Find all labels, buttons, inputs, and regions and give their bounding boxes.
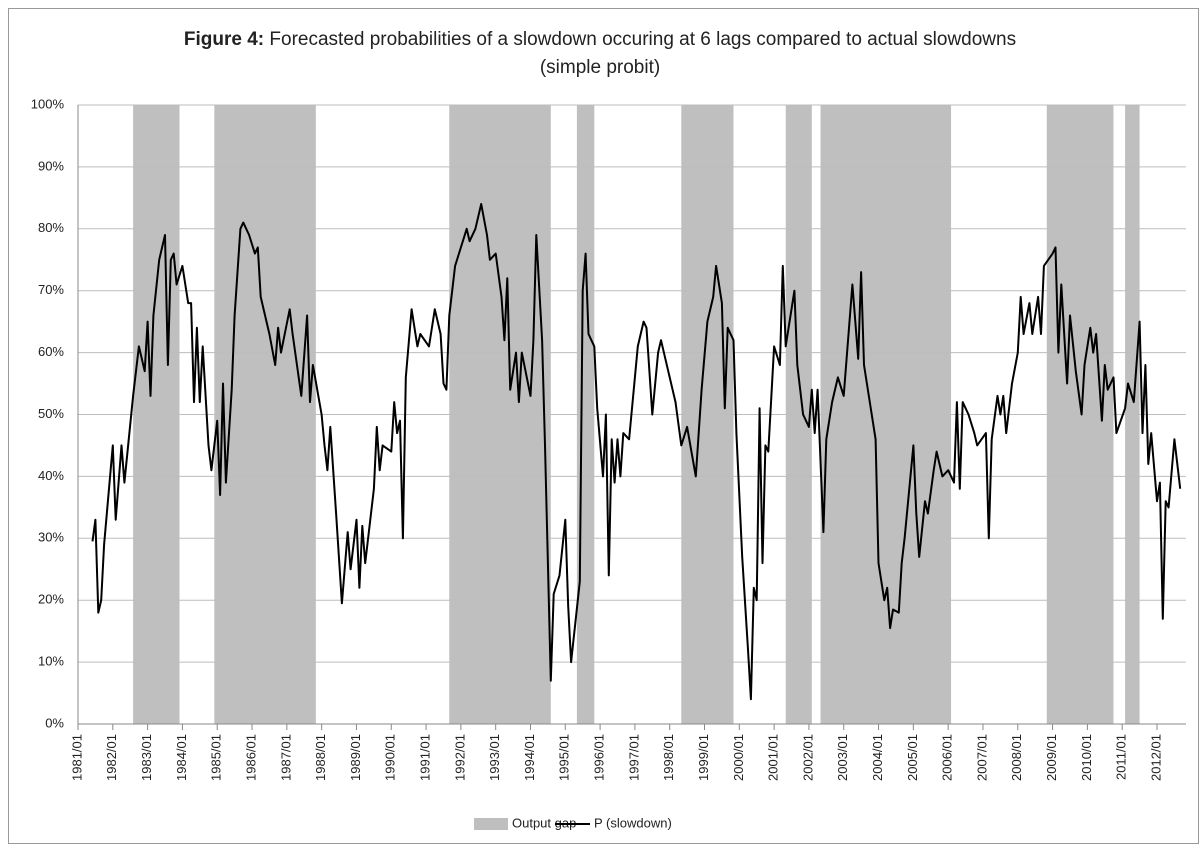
x-tick-label: 2008/01	[1009, 734, 1024, 781]
x-tick-label: 1985/01	[209, 734, 224, 781]
x-tick-label: 2011/01	[1114, 734, 1129, 780]
legend-label: Output gap	[512, 815, 576, 830]
chart-title: Figure 4: Forecasted probabilities of a …	[160, 26, 1040, 82]
y-tick-label: 10%	[38, 654, 64, 669]
x-tick-label: 1989/01	[348, 734, 363, 781]
x-tick-label: 1986/01	[243, 734, 258, 781]
x-tick-label: 2012/01	[1148, 734, 1163, 781]
x-tick-label: 1997/01	[626, 734, 641, 781]
legend-label: P (slowdown)	[594, 815, 672, 830]
x-tick-label: 2004/01	[870, 734, 885, 781]
y-tick-label: 100%	[31, 96, 65, 111]
y-tick-label: 0%	[45, 715, 64, 730]
y-tick-label: 20%	[38, 592, 64, 607]
x-tick-label: 1996/01	[592, 734, 607, 781]
x-tick-label: 1987/01	[278, 734, 293, 781]
y-tick-label: 50%	[38, 406, 64, 421]
x-tick-label: 1983/01	[139, 734, 154, 781]
x-tick-label: 2000/01	[731, 734, 746, 781]
title-text: Forecasted probabilities of a slowdown o…	[269, 29, 1017, 78]
y-tick-label: 70%	[38, 282, 64, 297]
x-tick-label: 1994/01	[522, 734, 537, 781]
x-tick-label: 2009/01	[1044, 734, 1059, 781]
x-tick-label: 1992/01	[452, 734, 467, 781]
x-tick-label: 2003/01	[835, 734, 850, 781]
x-tick-label: 1988/01	[313, 734, 328, 781]
y-tick-label: 40%	[38, 468, 64, 483]
x-tick-label: 1991/01	[418, 734, 433, 781]
x-tick-label: 1995/01	[557, 734, 572, 781]
chart-frame	[8, 8, 1199, 844]
y-tick-label: 80%	[38, 220, 64, 235]
x-tick-label: 2002/01	[800, 734, 815, 781]
x-tick-label: 2005/01	[905, 734, 920, 781]
x-tick-label: 1993/01	[487, 734, 502, 781]
x-tick-label: 1998/01	[661, 734, 676, 781]
y-tick-label: 60%	[38, 344, 64, 359]
x-tick-label: 1990/01	[383, 734, 398, 781]
x-tick-label: 2010/01	[1079, 734, 1094, 781]
legend-swatch	[474, 818, 508, 830]
y-tick-label: 90%	[38, 158, 64, 173]
x-tick-label: 1999/01	[696, 734, 711, 781]
x-tick-label: 2007/01	[974, 734, 989, 781]
y-tick-label: 30%	[38, 530, 64, 545]
x-tick-label: 1982/01	[104, 734, 119, 781]
probability-line	[91, 203, 1182, 701]
x-tick-label: 1984/01	[174, 734, 189, 781]
x-tick-label: 2001/01	[766, 734, 781, 781]
x-tick-label: 2006/01	[940, 734, 955, 781]
title-label: Figure 4:	[183, 29, 265, 50]
x-tick-label: 1981/01	[69, 734, 84, 781]
